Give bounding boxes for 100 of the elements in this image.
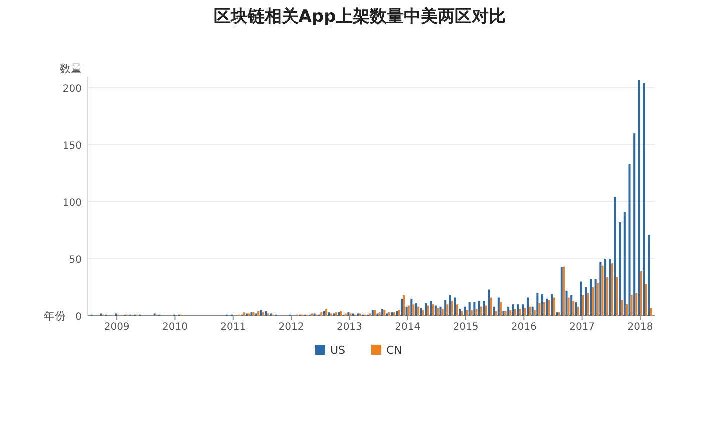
bar — [340, 311, 342, 316]
bar — [500, 302, 502, 316]
bar — [480, 306, 483, 316]
bar — [265, 311, 268, 316]
bar — [619, 222, 622, 316]
bar — [577, 306, 580, 316]
bar — [338, 312, 340, 316]
bar — [476, 309, 478, 316]
bar — [456, 304, 458, 316]
bar — [485, 306, 488, 316]
bar — [634, 134, 636, 316]
bar — [616, 277, 618, 316]
x-tick-label: 2018 — [628, 322, 654, 333]
bar — [538, 303, 541, 316]
x-tick-label: 2010 — [162, 322, 188, 333]
legend-label: US — [330, 344, 346, 357]
bar — [572, 301, 575, 316]
bar — [262, 312, 264, 316]
bar — [636, 293, 638, 316]
bar — [600, 262, 602, 316]
bar — [524, 308, 526, 316]
bar — [606, 277, 609, 316]
bar — [400, 298, 403, 316]
bar — [260, 310, 262, 316]
bar — [493, 306, 496, 316]
bar — [512, 304, 514, 316]
bar — [611, 264, 614, 316]
bar — [536, 293, 539, 316]
bar — [440, 306, 442, 316]
bar — [468, 302, 471, 316]
y-tick-label: 150 — [62, 141, 82, 152]
y-tick-label: 200 — [62, 84, 82, 95]
bar — [566, 290, 568, 316]
bar — [427, 306, 430, 316]
x-tick-label: 2012 — [278, 322, 304, 333]
bar — [590, 280, 592, 316]
y-axis-title: 数量 — [60, 62, 82, 76]
x-tick-label: 2014 — [395, 322, 421, 333]
bar — [587, 293, 590, 316]
bar — [645, 284, 648, 316]
bar — [582, 295, 584, 316]
bar — [621, 300, 624, 316]
legend-label: CN — [386, 344, 402, 357]
bar — [551, 294, 554, 316]
bar — [542, 294, 544, 316]
bar — [596, 282, 599, 316]
bar — [483, 301, 486, 316]
bar — [410, 298, 413, 316]
bar — [568, 298, 570, 316]
bar — [488, 290, 490, 316]
bar — [519, 309, 522, 316]
bar — [529, 306, 532, 316]
bar — [416, 303, 418, 316]
bar — [614, 197, 616, 316]
bar — [522, 304, 524, 316]
bar — [624, 212, 626, 316]
x-axis-title: 年份 — [44, 310, 66, 323]
bar — [532, 306, 534, 316]
bar — [650, 308, 652, 316]
bar — [474, 302, 476, 316]
bar — [446, 304, 449, 316]
bar — [436, 308, 439, 316]
bar — [544, 302, 546, 316]
bar — [648, 235, 650, 316]
bar — [451, 301, 454, 316]
bar — [575, 302, 578, 316]
x-tick-label: 2016 — [511, 322, 537, 333]
bar — [643, 83, 646, 316]
bar — [466, 310, 468, 316]
bar — [604, 259, 607, 316]
bar — [412, 304, 415, 316]
bar — [514, 309, 516, 316]
bar — [626, 304, 628, 316]
bar — [258, 311, 260, 316]
bar — [430, 301, 432, 316]
bar — [498, 298, 500, 316]
bar — [553, 298, 556, 316]
bar — [454, 298, 456, 316]
bar — [638, 80, 640, 316]
x-tick-label: 2013 — [336, 322, 362, 333]
y-tick-label: 50 — [69, 255, 82, 266]
bar — [418, 306, 420, 316]
bar — [609, 259, 612, 316]
x-tick-label: 2009 — [104, 322, 130, 333]
bar — [517, 304, 520, 316]
bar — [432, 304, 434, 316]
bar — [425, 303, 428, 316]
bar — [490, 298, 492, 316]
bar — [580, 282, 582, 316]
bar — [478, 301, 481, 316]
y-tick-label: 0 — [76, 312, 82, 323]
x-tick-label: 2017 — [570, 322, 596, 333]
bar — [442, 309, 444, 316]
bar — [640, 272, 642, 316]
x-tick-label: 2015 — [453, 322, 479, 333]
bar — [434, 306, 437, 316]
bar — [526, 298, 529, 316]
chart-title: 区块链相关App上架数量中美两区对比 — [214, 7, 506, 27]
bar — [449, 295, 452, 316]
bar — [585, 288, 588, 316]
